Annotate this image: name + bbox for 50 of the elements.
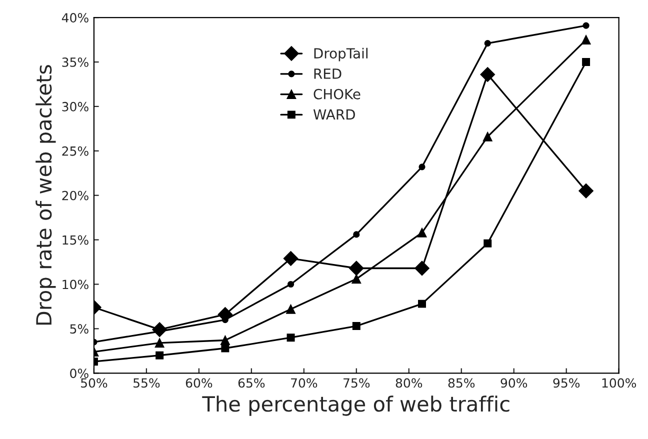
y-tick-label: 15% [62, 235, 88, 245]
legend-label: WARD [313, 109, 355, 120]
point [414, 260, 430, 276]
point [578, 184, 594, 198]
y-tick-label: 0% [70, 368, 88, 378]
point [287, 280, 294, 288]
y-tick-label: 5% [70, 324, 88, 334]
x-tick-label: 50% [81, 378, 108, 388]
legend-label: RED [314, 68, 342, 79]
point [581, 35, 591, 44]
y-tick-label: 10% [62, 280, 88, 290]
point [484, 40, 491, 47]
point [582, 22, 590, 29]
legend-label: DropTail [314, 48, 368, 62]
point [349, 260, 364, 276]
x-tick-label: 65% [238, 378, 265, 388]
point [480, 67, 496, 82]
y-axis-title: Drop rate of web packets [36, 65, 56, 325]
x-tick-label: 60% [186, 378, 212, 388]
point [156, 351, 164, 360]
point [582, 58, 590, 66]
x-tick-label: 75% [344, 378, 370, 388]
x-tick-label: 95% [553, 378, 580, 388]
point [352, 274, 362, 284]
y-tick-label: 40% [62, 13, 88, 22]
x-tick-label: 80% [396, 378, 422, 388]
point [418, 164, 426, 170]
point [221, 344, 230, 352]
point [220, 336, 230, 345]
x-tick-label: 55% [134, 378, 160, 388]
point [154, 338, 164, 348]
point [353, 231, 360, 238]
point [352, 322, 360, 330]
x-tick-label: 100% [602, 378, 636, 388]
point [484, 239, 492, 248]
x-tick-label: 90% [500, 378, 528, 388]
point [482, 132, 492, 142]
legend-label: CHOKe [314, 88, 360, 100]
y-tick-label: 25% [62, 146, 88, 156]
x-tick-label: 70% [291, 378, 318, 388]
point [418, 300, 426, 308]
point [417, 228, 427, 238]
point [283, 251, 298, 266]
point [286, 334, 295, 342]
y-tick-label: 20% [62, 190, 88, 200]
x-tick-label: 85% [448, 378, 475, 388]
y-tick-label: 30% [62, 102, 88, 112]
x-axis-title: The percentage of web traffic [202, 396, 510, 416]
point [286, 304, 296, 314]
y-tick-label: 35% [62, 57, 88, 67]
